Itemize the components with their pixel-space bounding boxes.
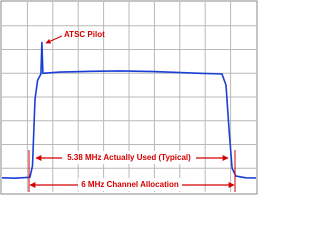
label-bg [78, 178, 182, 191]
plot [1, 41, 257, 179]
annotation: 5.38 MHz Actually Used (Typical) [67, 153, 191, 162]
chart: ATSC Pilot 5.38 MHz Actually Used (Typica… [0, 0, 258, 195]
annotations: ATSC Pilot 5.38 MHz Actually Used (Typica… [28, 30, 236, 192]
annotation: ATSC Pilot [64, 30, 105, 39]
annotation: 6 MHz Channel Allocation [81, 180, 179, 189]
spectrum-line [1, 41, 257, 179]
pilot-arrow [45, 35, 63, 44]
label-bg [62, 151, 196, 164]
